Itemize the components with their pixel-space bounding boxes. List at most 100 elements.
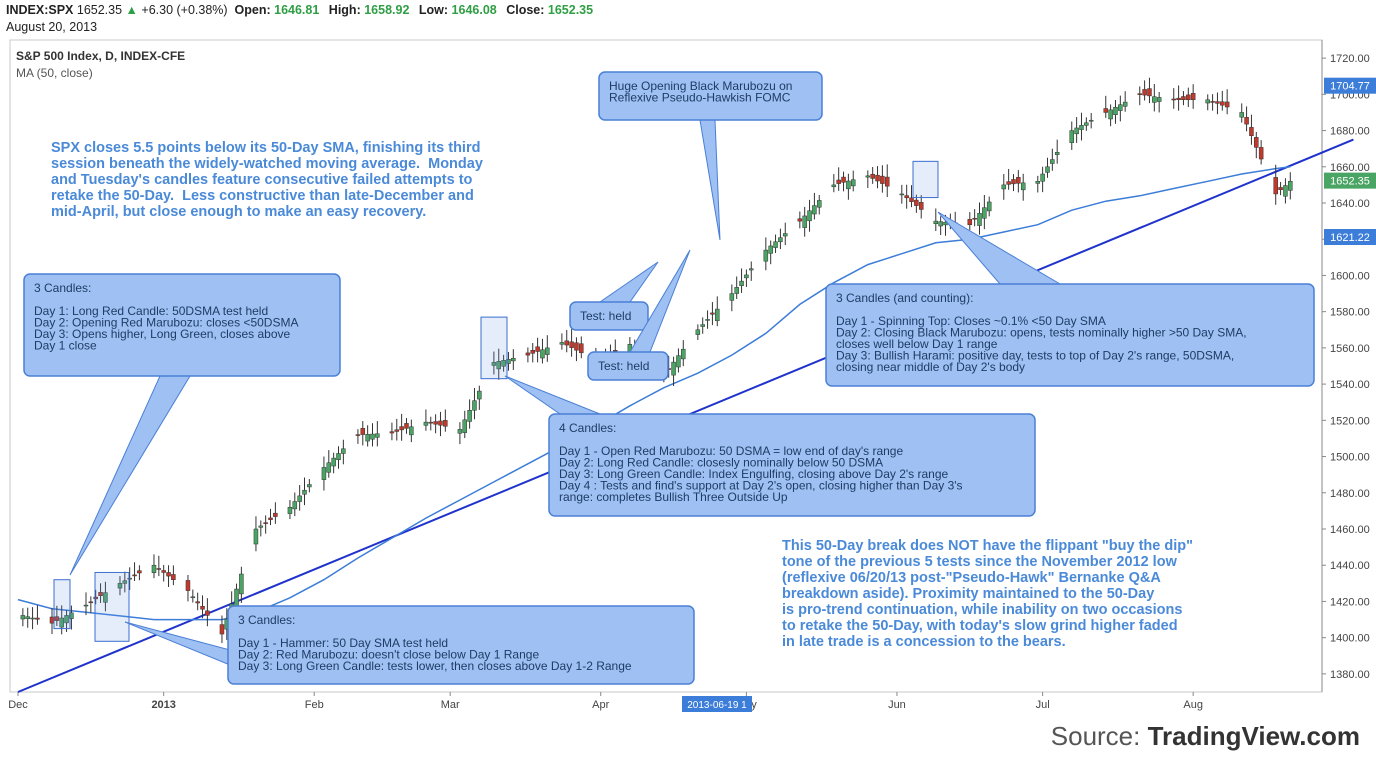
candle-body xyxy=(1045,166,1050,173)
candle-body xyxy=(1084,122,1089,126)
candle-body xyxy=(1273,177,1278,195)
candle-body xyxy=(729,293,735,301)
candle-body xyxy=(880,175,885,184)
x-tick-label: Apr xyxy=(592,699,609,711)
candle-body xyxy=(1278,187,1283,190)
candle-body xyxy=(462,419,468,433)
candle-body xyxy=(977,213,982,226)
candle-body xyxy=(122,580,128,584)
candle-body xyxy=(1108,109,1113,120)
candle-body xyxy=(695,329,701,335)
callout-fomc: Huge Opening Black Marubozu onReflexive … xyxy=(598,71,823,241)
y-tick-label: 1500.00 xyxy=(1330,452,1370,464)
candle-body xyxy=(195,601,200,604)
x-tick-label: Jun xyxy=(888,699,906,711)
candle-body xyxy=(715,308,720,322)
callout-aug-line: Day 1 - Spinning Top: Closes ~0.1% <50 D… xyxy=(836,314,1106,328)
y-tick-label: 1440.00 xyxy=(1330,560,1370,572)
candle-body xyxy=(185,580,191,591)
candle-body xyxy=(399,426,404,431)
candle-body xyxy=(1258,147,1264,160)
candle-body xyxy=(370,433,375,440)
candle-body xyxy=(93,596,98,600)
candle-body xyxy=(1215,101,1220,104)
candle-body xyxy=(132,574,137,577)
chart-subtitle: MA (50, close) xyxy=(16,66,93,80)
y-tick-label: 1660.00 xyxy=(1330,162,1370,174)
callout-apr-line: Day 4 : Tests and find's support at Day … xyxy=(559,479,963,493)
candle-body xyxy=(850,179,856,187)
callout-test-2-line: Test: held xyxy=(598,359,649,373)
candle-body xyxy=(292,501,298,510)
note-bottom: This 50-Day break does NOT have the flip… xyxy=(782,538,1193,650)
callout-aug: 3 Candles (and counting): Day 1 - Spinnin… xyxy=(825,211,1315,387)
candle-body xyxy=(535,346,540,352)
candle-body xyxy=(1186,94,1191,101)
symbol: INDEX:SPX xyxy=(6,3,74,17)
candle-body xyxy=(1142,89,1147,96)
candle-body xyxy=(530,349,535,354)
candle-body xyxy=(506,359,511,364)
candle-body xyxy=(1244,117,1249,125)
candle-body xyxy=(802,215,807,228)
candle-body xyxy=(69,612,74,619)
candle-body xyxy=(511,357,516,362)
candle-body xyxy=(817,200,822,208)
callout-apr-line: Day 2: Long Red Candle: closesly nominal… xyxy=(559,456,883,470)
candle-body xyxy=(501,360,506,367)
candle-body xyxy=(355,434,361,436)
candle-body xyxy=(768,245,773,254)
highlight-box-2 xyxy=(94,571,130,642)
candle-body xyxy=(156,568,162,570)
candle-body xyxy=(103,592,108,603)
callout-apr-line: 4 Candles: xyxy=(559,421,616,435)
x-tick-label: Dec xyxy=(8,699,28,711)
candle-body xyxy=(375,433,380,438)
callout-aug-line: 3 Candles (and counting): xyxy=(836,291,973,305)
candle-body xyxy=(307,484,312,488)
candle-body xyxy=(739,280,744,286)
candle-body xyxy=(870,173,875,179)
candle-body xyxy=(710,312,715,315)
candle-body xyxy=(83,604,89,607)
candle-body xyxy=(1224,101,1230,108)
candle-body xyxy=(1239,112,1244,118)
low-value: 1646.08 xyxy=(451,3,497,17)
y-tick-label: 1460.00 xyxy=(1330,524,1370,536)
candle-body xyxy=(59,617,64,628)
y-tick-label: 1420.00 xyxy=(1330,596,1370,608)
candle-body xyxy=(477,390,482,400)
x-tick-label: Jul xyxy=(1036,699,1050,711)
last-price: 1652.35 xyxy=(76,3,123,17)
callout-dec-line: Day 2: Opening Red Marubozu: closes <50D… xyxy=(34,316,298,330)
candle-body xyxy=(1020,182,1026,191)
y-tick-label: 1380.00 xyxy=(1330,669,1370,681)
candle-body xyxy=(472,400,477,411)
callout-test-1-box xyxy=(569,301,649,331)
price-label-bg xyxy=(1324,229,1376,246)
candle-body xyxy=(1205,99,1210,104)
candle-body xyxy=(341,448,346,454)
x-tick-label: Feb xyxy=(305,699,324,711)
callout-fomc-box xyxy=(598,71,823,121)
candle-body xyxy=(812,205,817,215)
callout-dec: 3 Candles: Day 1: Long Red Candle: 50DSMA… xyxy=(23,273,341,576)
change: +6.30 (+0.38%) xyxy=(141,3,228,17)
candle-body xyxy=(297,495,302,502)
price-label: 1704.77 xyxy=(1330,81,1370,93)
candle-body xyxy=(336,453,341,460)
candle-body xyxy=(884,176,890,187)
candle-body xyxy=(933,220,939,225)
candle-body xyxy=(443,420,448,427)
callout-jan-box xyxy=(227,605,695,685)
candle-body xyxy=(428,421,434,424)
candle-body xyxy=(1074,127,1079,135)
x-tick-label: 2013 xyxy=(151,699,175,711)
candle-body xyxy=(171,574,176,580)
callout-aug-box xyxy=(825,283,1315,387)
candle-body xyxy=(389,431,395,434)
candle-body xyxy=(205,610,210,616)
candle-body xyxy=(25,616,30,619)
candle-body xyxy=(1254,137,1259,148)
